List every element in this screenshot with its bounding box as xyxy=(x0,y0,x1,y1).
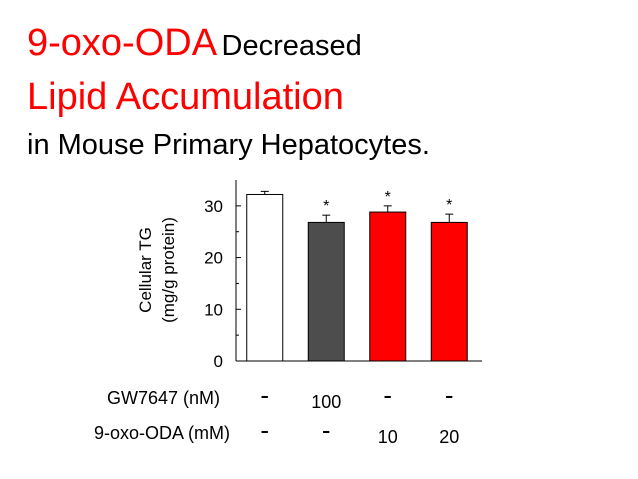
significance-marker: * xyxy=(323,198,329,215)
condition-value: 20 xyxy=(439,427,460,447)
y-tick-label: 20 xyxy=(204,249,223,268)
bar xyxy=(430,221,468,362)
title-line-3: in Mouse Primary Hepatocytes. xyxy=(27,129,430,161)
condition-value: 10 xyxy=(377,427,398,447)
bar xyxy=(246,193,284,362)
title-highlight: 9-oxo-ODA xyxy=(27,22,218,64)
y-tick-label: 30 xyxy=(204,197,223,216)
condition-value: - xyxy=(383,380,393,410)
condition-value: - xyxy=(260,380,270,410)
significance-marker: * xyxy=(446,197,452,214)
y-axis-label-line1: Cellular TG xyxy=(136,227,155,313)
title-line-2: Lipid Accumulation xyxy=(27,76,344,118)
title-rest: Decreased xyxy=(221,30,362,62)
y-tick-label: 0 xyxy=(214,352,223,371)
bar xyxy=(369,211,407,362)
y-tick-label: 10 xyxy=(204,300,223,319)
title-line-1: 9-oxo-ODA Decreased xyxy=(27,24,362,62)
condition-value: - xyxy=(321,415,331,445)
y-axis-label-line2: (mg/g protein) xyxy=(159,217,178,323)
significance-marker: * xyxy=(385,189,391,206)
condition-value: - xyxy=(260,415,270,445)
condition-value: 100 xyxy=(311,392,342,412)
condition-label: GW7647 (nM) xyxy=(106,388,220,408)
bar xyxy=(307,221,345,362)
condition-value: - xyxy=(444,380,454,410)
condition-label: 9-oxo-ODA (mM) xyxy=(93,423,230,443)
